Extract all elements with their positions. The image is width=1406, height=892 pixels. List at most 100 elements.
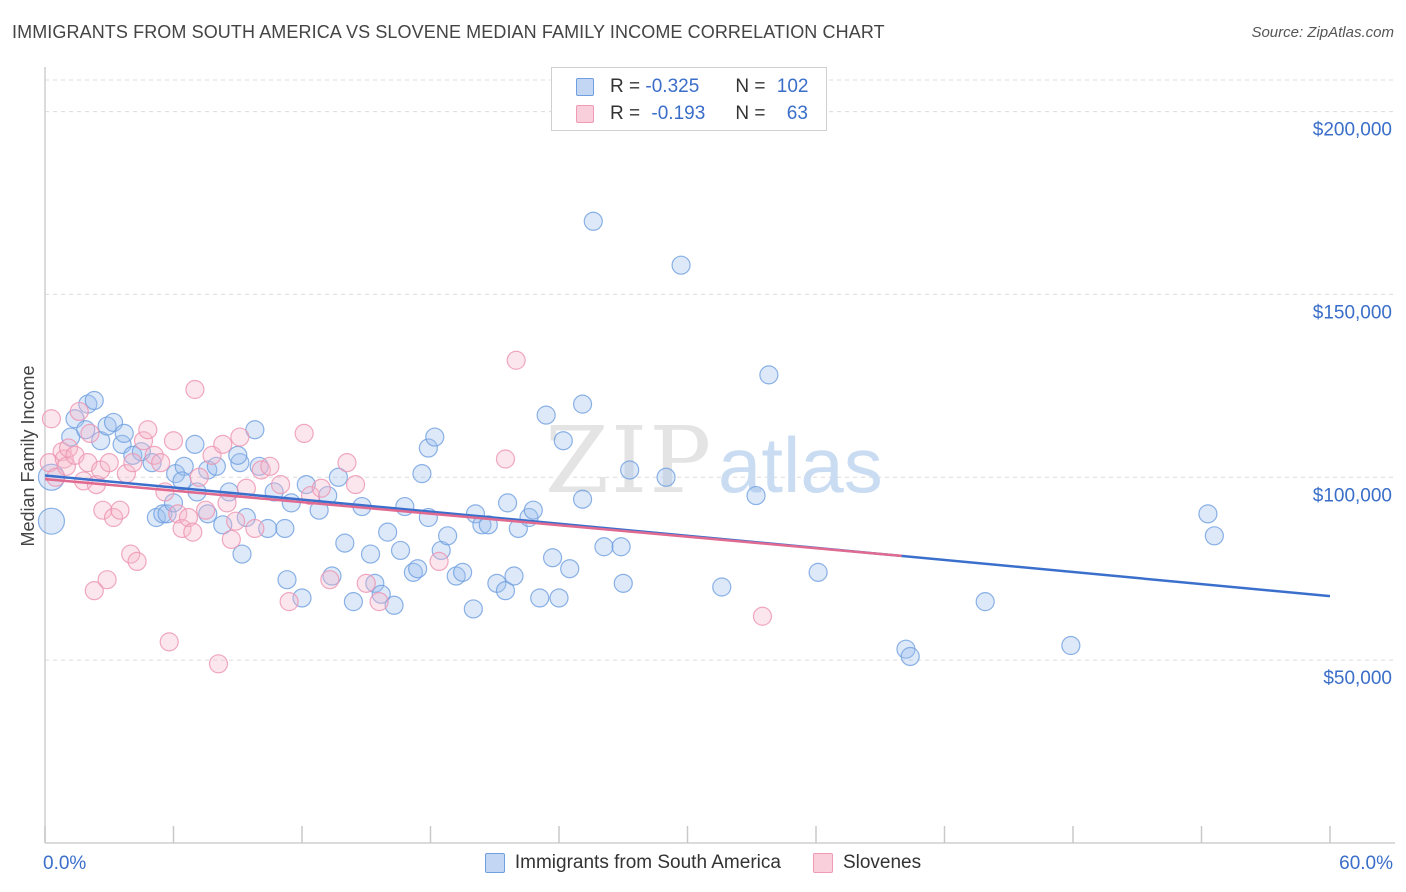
data-point [151,453,171,473]
data-point [504,566,524,586]
data-point [530,588,550,608]
data-point [311,478,331,498]
data-point [523,500,543,520]
data-point [328,467,349,487]
legend-blue-n-label: N = [735,76,766,97]
data-point [217,493,237,513]
data-point [542,548,563,568]
data-point [99,453,119,473]
y-axis-label: Median Family Income [18,365,38,546]
data-point [97,416,117,436]
legend-pink-n-value: 63 [786,103,808,124]
data-point [260,456,280,476]
data-point [294,423,314,443]
data-point [84,390,104,411]
data-point [296,475,316,495]
data-point [228,445,248,465]
data-point [213,515,233,535]
legend-blue-r-value: -0.325 [645,76,700,97]
data-point [178,507,199,528]
data-point [123,453,143,473]
data-point [189,467,209,487]
data-point [429,551,449,572]
data-point [54,449,74,469]
y-tick-label: $200,000 [1313,120,1392,141]
data-point [975,592,995,612]
data-point [185,379,205,400]
legend-item-immigrants[interactable]: Immigrants from South America [484,852,781,874]
data-point [408,559,428,579]
data-point [418,438,438,458]
data-point [1061,635,1081,656]
data-point [230,427,250,447]
correlation-legend: R = -0.325 N = 102 R = -0.193 N = 63 [551,67,827,131]
data-point [425,427,445,447]
data-point [412,464,432,484]
axes [44,67,1395,844]
legend-item-slovenes[interactable]: Slovenes [812,852,922,874]
trend-lines [44,474,1331,598]
legend-row-blue: R = -0.325 N = 102 [576,75,808,99]
data-point [80,423,100,443]
data-point [58,438,79,458]
x-tick-label-max: 60.0% [1339,853,1393,874]
data-point [369,592,389,612]
data-point [213,434,233,454]
blue-swatch [576,78,594,96]
data-point [277,570,297,590]
data-point [97,570,117,590]
data-point [506,350,526,370]
data-point [230,453,250,473]
data-point [759,365,779,385]
y-tick-label: $100,000 [1313,485,1392,506]
data-point [356,573,376,593]
data-point [37,507,66,535]
data-point [144,445,164,465]
data-point [390,540,411,561]
data-point [93,500,113,520]
data-point [226,511,246,531]
data-point [232,544,252,564]
data-point [110,500,130,520]
data-point [378,522,398,542]
slovenes-swatch [812,853,833,873]
data-point [69,401,89,422]
data-point [583,211,603,231]
legend-immigrants-label: Immigrants from South America [514,852,781,873]
data-point [549,588,569,608]
data-point [292,588,312,608]
data-point [168,504,188,524]
y-tick-label: $50,000 [1323,668,1392,689]
data-point [572,489,593,509]
data-point [1204,526,1224,546]
data-point [712,577,732,597]
data-point [185,434,205,454]
data-point [275,518,295,539]
data-point [133,431,154,451]
trend-line-slovenes [44,477,902,558]
data-point [245,518,265,539]
data-point [371,584,391,604]
data-point [611,537,631,557]
data-point [343,592,363,612]
data-point [1198,504,1218,524]
data-point [163,431,184,451]
data-point [103,507,124,528]
data-point [498,493,518,513]
data-point [172,518,192,539]
data-point [613,573,633,593]
chart-title: IMMIGRANTS FROM SOUTH AMERICA VS SLOVENE… [12,22,885,42]
legend-slovenes-label: Slovenes [842,852,922,873]
data-point [41,409,62,429]
data-point [752,606,773,626]
data-point [183,522,203,542]
data-point [495,581,516,601]
data-point [360,544,381,564]
data-point [671,255,691,275]
data-point [553,431,573,451]
data-point [270,475,291,495]
data-point [453,562,473,582]
legend-pink-n-label: N = [735,103,766,124]
data-point [84,581,104,601]
x-tick-labels: 0.0% 60.0% [43,853,1393,874]
